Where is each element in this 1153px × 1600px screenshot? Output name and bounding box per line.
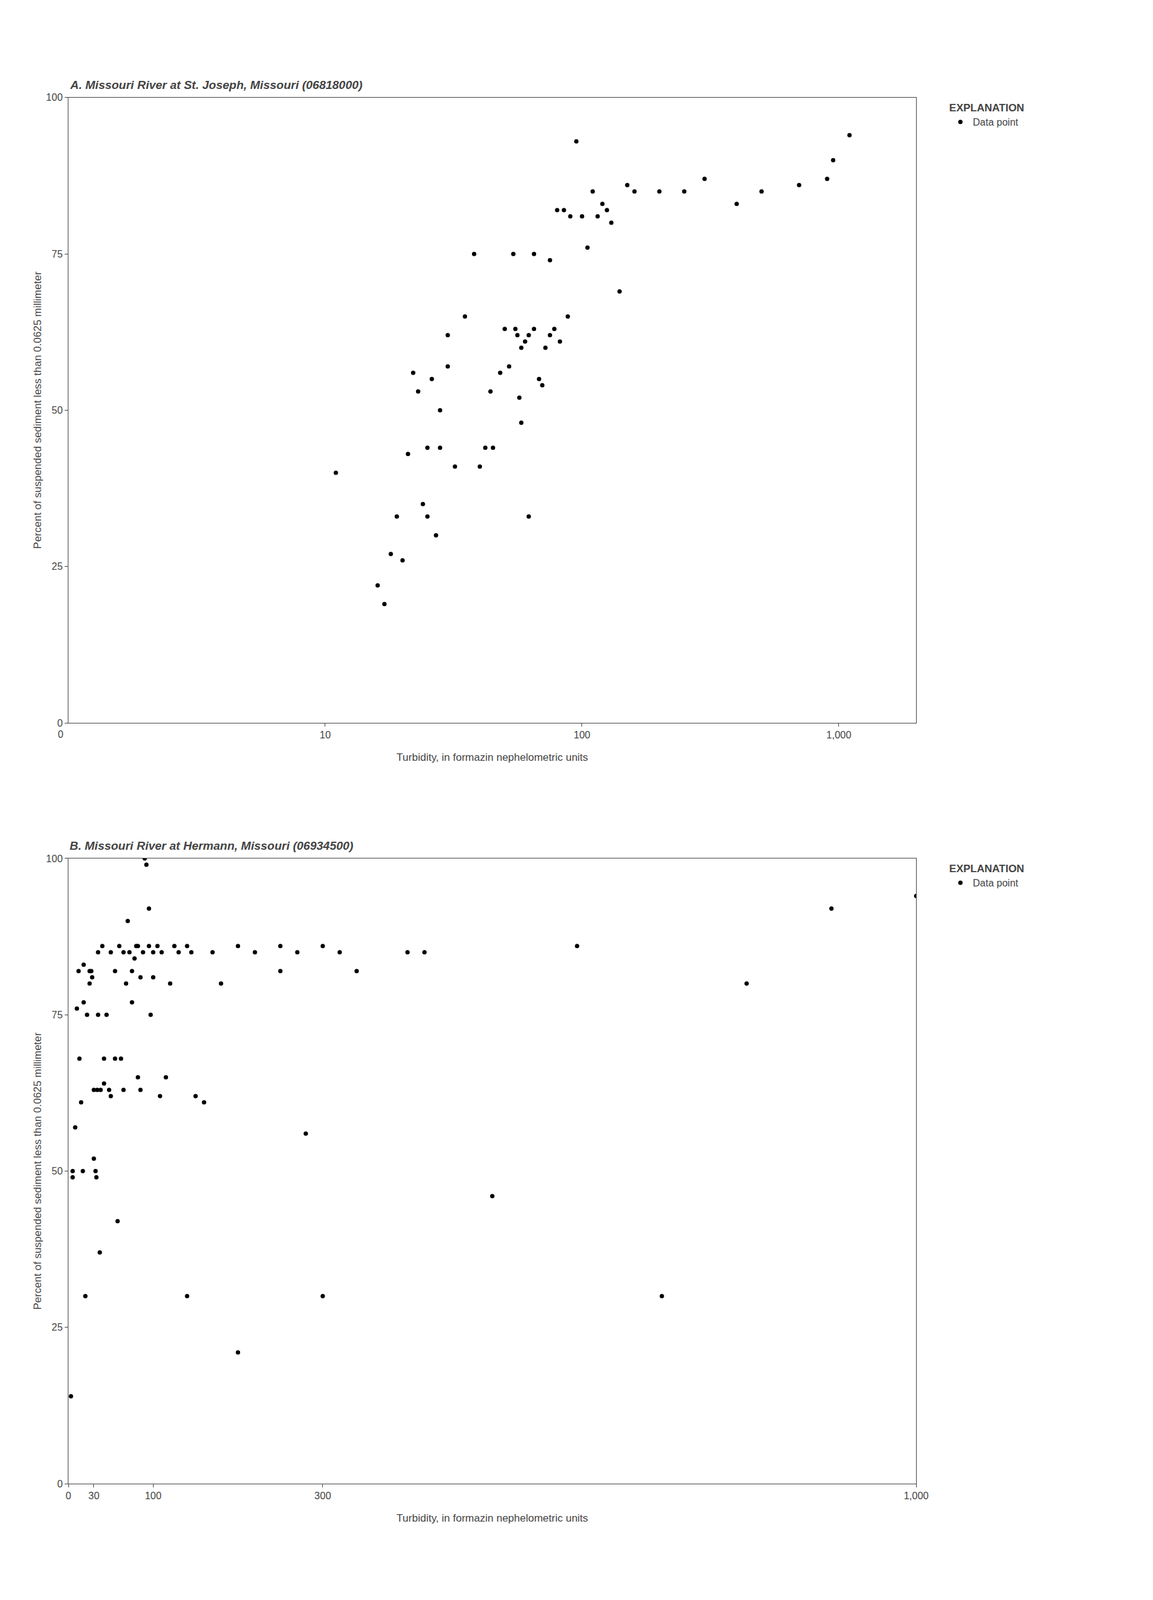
svg-text:0: 0 [57, 717, 63, 729]
svg-text:Data point: Data point [972, 116, 1019, 128]
svg-text:25: 25 [51, 560, 63, 572]
svg-text:100: 100 [46, 92, 63, 103]
svg-text:50: 50 [51, 1165, 63, 1177]
svg-text:0: 0 [65, 1490, 72, 1501]
svg-text:100: 100 [46, 853, 63, 864]
svg-text:1,000: 1,000 [826, 729, 852, 741]
svg-text:0: 0 [57, 728, 64, 740]
svg-text:0: 0 [57, 1478, 63, 1489]
svg-text:75: 75 [51, 1009, 63, 1020]
svg-text:10: 10 [319, 729, 331, 741]
svg-text:EXPLANATION: EXPLANATION [949, 862, 1025, 875]
svg-text:1,000: 1,000 [903, 1490, 929, 1501]
svg-text:75: 75 [51, 248, 63, 260]
svg-text:Percent of suspended sediment: Percent of suspended sediment less than … [31, 271, 44, 549]
svg-text:100: 100 [144, 1490, 162, 1501]
svg-text:Percent of suspended sediment: Percent of suspended sediment less than … [31, 1031, 44, 1310]
svg-text:Turbidity, in formazin nephelo: Turbidity, in formazin nephelometric uni… [396, 1511, 589, 1524]
svg-text:Data point: Data point [972, 877, 1019, 889]
svg-text:25: 25 [51, 1321, 63, 1333]
svg-text:Turbidity, in formazin nephelo: Turbidity, in formazin nephelometric uni… [396, 751, 589, 764]
svg-text:30: 30 [88, 1490, 100, 1501]
svg-text:B. Missouri River at Hermann,: B. Missouri River at Hermann, Missouri (… [69, 838, 354, 853]
svg-text:A. Missouri River at St. Josep: A. Missouri River at St. Joseph, Missour… [69, 78, 363, 92]
svg-text:100: 100 [574, 729, 591, 741]
svg-text:50: 50 [51, 404, 63, 416]
svg-text:EXPLANATION: EXPLANATION [949, 101, 1025, 114]
svg-text:300: 300 [314, 1490, 332, 1501]
